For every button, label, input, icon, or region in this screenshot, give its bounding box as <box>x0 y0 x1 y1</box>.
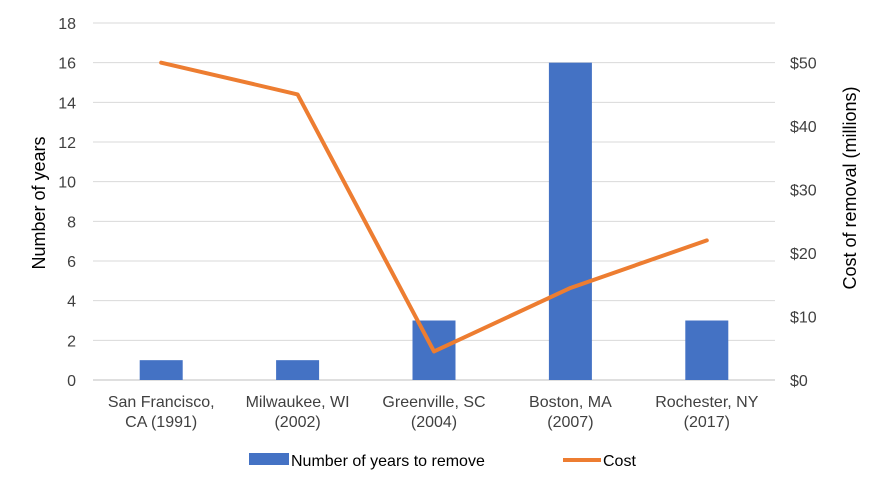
right-tick-label: $0 <box>790 373 808 390</box>
cost-line <box>159 60 709 354</box>
left-tick-label: 6 <box>67 254 76 271</box>
right-tick-label: $10 <box>790 310 817 327</box>
gridlines <box>93 22 775 381</box>
left-tick-label: 12 <box>58 135 76 152</box>
bar <box>548 62 592 381</box>
line-series <box>159 60 709 354</box>
category-label: (2004) <box>411 414 457 431</box>
left-tick-label: 4 <box>67 294 76 311</box>
left-tick-label: 16 <box>58 56 76 73</box>
right-tick-label: $50 <box>790 56 817 73</box>
category-label: Rochester, NY <box>655 394 758 411</box>
left-axis-title: Number of years <box>29 136 49 269</box>
right-axis-title: Cost of removal (millions) <box>840 86 860 289</box>
right-axis-ticks: $0 $10 $20 $30 $40 $50 <box>790 56 817 390</box>
left-tick-label: 2 <box>67 333 76 350</box>
legend-bar-label: Number of years to remove <box>291 453 485 470</box>
category-label: Milwaukee, WI <box>246 394 350 411</box>
category-label: (2017) <box>684 414 730 431</box>
left-axis-ticks: 0 2 4 6 8 10 12 14 16 18 <box>58 16 76 390</box>
category-label: Greenville, SC <box>382 394 485 411</box>
bar <box>685 320 729 380</box>
category-label: (2007) <box>547 414 593 431</box>
legend: Number of years to remove Cost <box>249 453 636 470</box>
bar <box>276 360 320 380</box>
legend-line-label: Cost <box>603 453 636 470</box>
left-tick-label: 0 <box>67 373 76 390</box>
right-tick-label: $40 <box>790 119 817 136</box>
bar-series <box>139 62 729 381</box>
left-tick-label: 18 <box>58 16 76 33</box>
category-label: CA (1991) <box>125 414 197 431</box>
left-tick-label: 10 <box>58 175 76 192</box>
category-label: Boston, MA <box>529 394 612 411</box>
legend-bar-swatch <box>249 453 289 465</box>
category-label: San Francisco, <box>108 394 215 411</box>
category-label: (2002) <box>274 414 320 431</box>
left-tick-label: 14 <box>58 95 76 112</box>
category-labels: San Francisco, CA (1991) Milwaukee, WI (200… <box>108 394 759 431</box>
left-tick-label: 8 <box>67 214 76 231</box>
right-tick-label: $20 <box>790 246 817 263</box>
right-tick-label: $30 <box>790 183 817 200</box>
bar <box>139 360 183 380</box>
